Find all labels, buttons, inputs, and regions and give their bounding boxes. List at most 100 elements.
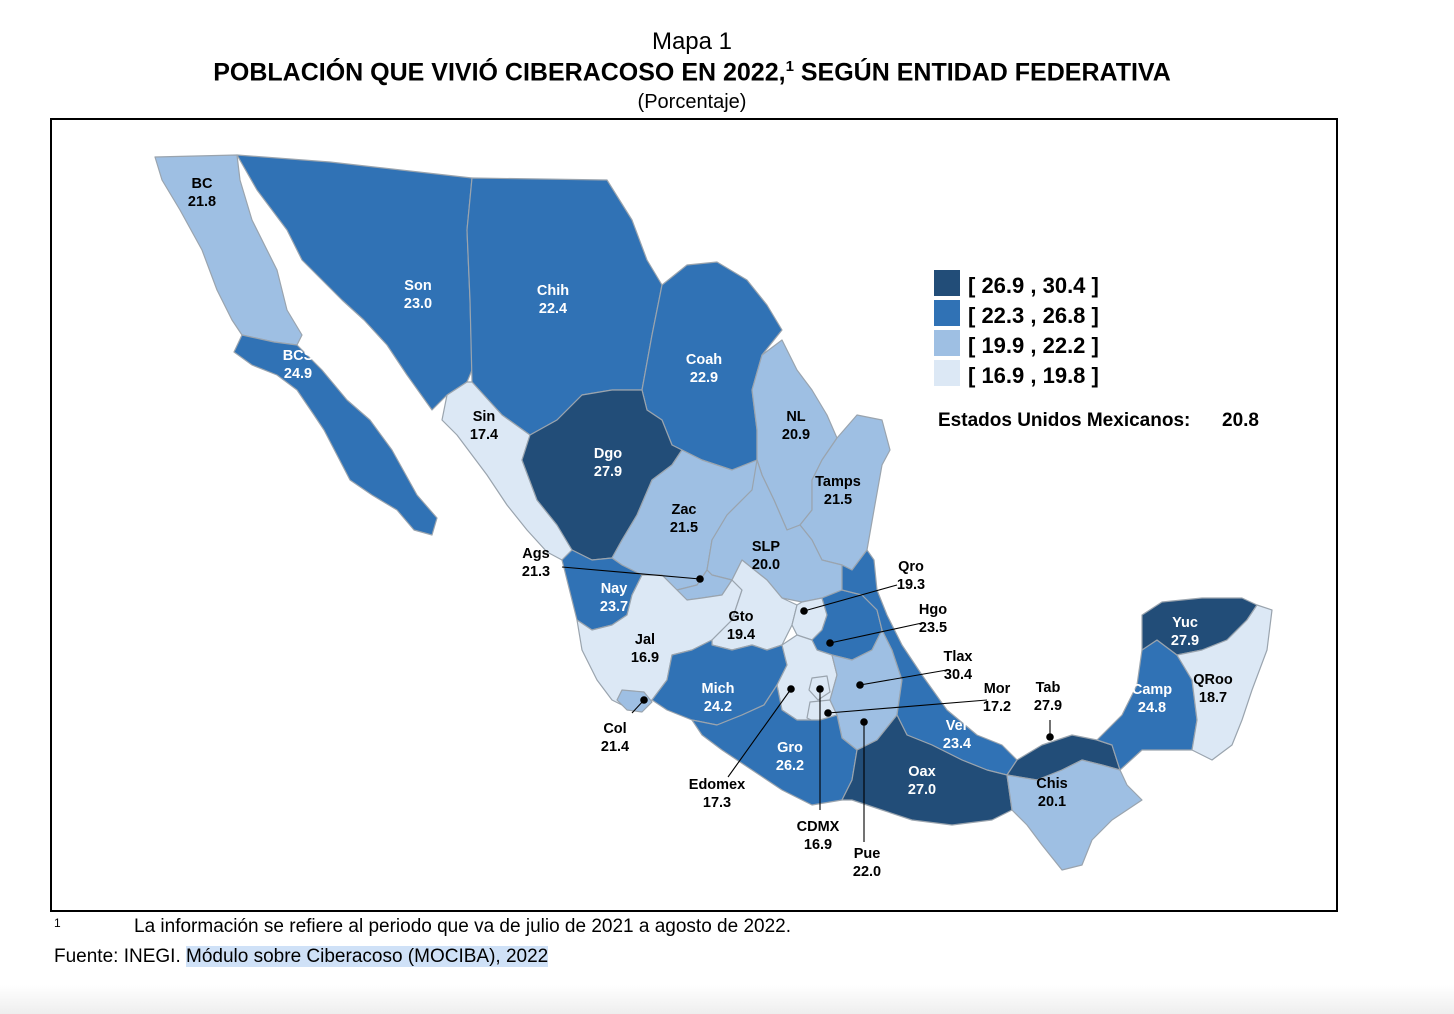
dot-ags <box>696 575 704 583</box>
label-gto-abbr: Gto <box>729 609 754 625</box>
legend-swatch-1 <box>934 270 960 296</box>
state-slp <box>706 459 843 603</box>
label-son-abbr: Son <box>404 278 431 294</box>
label-edomex-value: 17.3 <box>703 795 731 811</box>
label-yuc-abbr: Yuc <box>1172 615 1198 631</box>
map-title-main: POBLACIÓN QUE VIVIÓ CIBERACOSO EN 2022, <box>213 58 786 87</box>
legend-swatch-2 <box>934 300 960 326</box>
label-qroo-value: 18.7 <box>1199 690 1227 706</box>
label-hgo-abbr: Hgo <box>919 602 947 618</box>
states-layer <box>154 154 1273 871</box>
leader-qro <box>803 584 898 612</box>
leader-tlax <box>859 669 948 686</box>
label-cdmx-value: 16.9 <box>804 837 832 853</box>
leader-ags <box>561 566 701 580</box>
label-pue-value: 22.0 <box>853 864 881 880</box>
bottom-shade <box>0 985 1454 1014</box>
map-title: POBLACIÓN QUE VIVIÓ CIBERACOSO EN 2022,1… <box>0 58 1384 87</box>
label-slp-value: 20.0 <box>752 557 780 573</box>
labels-layer: BC 21.8 BCS 24.9 Son 23.0 Chih 22.4 Coah… <box>188 176 1233 880</box>
label-zac-value: 21.5 <box>670 520 698 536</box>
label-bc-abbr: BC <box>192 176 213 192</box>
label-tamps-value: 21.5 <box>824 492 852 508</box>
national-label: Estados Unidos Mexicanos: <box>938 410 1190 431</box>
label-gro-value: 26.2 <box>776 758 804 774</box>
legend-range-3: [ 19.9 , 22.2 ] <box>968 333 1099 358</box>
label-bcs-abbr: BCS <box>283 348 314 364</box>
label-jal-abbr: Jal <box>635 632 655 648</box>
label-mich-abbr: Mich <box>701 681 734 697</box>
state-qroo <box>1176 604 1273 761</box>
label-jal-value: 16.9 <box>631 650 659 666</box>
dot-tlax <box>856 681 864 689</box>
label-yuc-value: 27.9 <box>1171 633 1199 649</box>
leader-mor <box>827 699 988 714</box>
label-ver-abbr: Ver <box>946 718 969 734</box>
leader-edomex <box>727 688 792 778</box>
dot-qro <box>800 607 808 615</box>
map-title-tail: SEGÚN ENTIDAD FEDERATIVA <box>800 58 1171 87</box>
label-gro-abbr: Gro <box>777 740 803 756</box>
label-nay-value: 23.7 <box>600 599 628 615</box>
state-chis <box>1006 759 1143 871</box>
label-tab-abbr: Tab <box>1036 680 1061 696</box>
label-dgo-abbr: Dgo <box>594 446 622 462</box>
map-unit: (Porcentaje) <box>637 91 747 113</box>
state-gro <box>691 684 858 806</box>
label-bcs-value: 24.9 <box>284 366 312 382</box>
label-dgo-value: 27.9 <box>594 464 622 480</box>
mexico-choropleth-map: BC 21.8 BCS 24.9 Son 23.0 Chih 22.4 Coah… <box>154 154 1273 880</box>
label-mor-abbr: Mor <box>984 681 1011 697</box>
map-frame: BC 21.8 BCS 24.9 Son 23.0 Chih 22.4 Coah… <box>50 118 1338 912</box>
legend-range-1: [ 26.9 , 30.4 ] <box>968 273 1099 298</box>
label-nl-value: 20.9 <box>782 427 810 443</box>
label-qroo-abbr: QRoo <box>1193 672 1233 688</box>
label-ags-value: 21.3 <box>522 564 550 580</box>
label-pue-abbr: Pue <box>854 846 881 862</box>
leaders-layer <box>561 566 1054 842</box>
label-qro-abbr: Qro <box>898 559 924 575</box>
legend-swatch-3 <box>934 330 960 356</box>
label-mor-value: 17.2 <box>983 699 1011 715</box>
label-tlax-value: 30.4 <box>944 667 972 683</box>
label-son-value: 23.0 <box>404 296 432 312</box>
legend-swatch-4 <box>934 360 960 386</box>
source-prefix: Fuente: INEGI. <box>54 946 181 967</box>
label-oax-value: 27.0 <box>908 782 936 798</box>
dot-hgo <box>826 639 834 647</box>
legend: [ 26.9 , 30.4 ] [ 22.3 , 26.8 ] [ 19.9 ,… <box>934 270 1259 431</box>
label-camp-abbr: Camp <box>1132 682 1172 698</box>
legend-range-2: [ 22.3 , 26.8 ] <box>968 303 1099 328</box>
label-edomex-abbr: Edomex <box>689 777 745 793</box>
label-chih-value: 22.4 <box>539 301 567 317</box>
title-footnote-mark: 1 <box>785 58 794 75</box>
label-nl-abbr: NL <box>786 409 805 425</box>
label-zac-abbr: Zac <box>672 502 697 518</box>
dot-tab <box>1046 733 1054 741</box>
label-slp-abbr: SLP <box>752 539 781 555</box>
label-sin-value: 17.4 <box>470 427 498 443</box>
label-hgo-value: 23.5 <box>919 620 947 636</box>
label-ver-value: 23.4 <box>943 736 971 752</box>
label-col-abbr: Col <box>603 721 626 737</box>
label-bc-value: 21.8 <box>188 194 216 210</box>
label-mich-value: 24.2 <box>704 699 732 715</box>
label-chis-abbr: Chis <box>1036 776 1067 792</box>
footnote-text: La información se refiere al periodo que… <box>134 916 792 937</box>
label-tlax-abbr: Tlax <box>943 649 972 665</box>
label-chih-abbr: Chih <box>537 283 569 299</box>
label-coah-value: 22.9 <box>690 370 718 386</box>
dot-edomex <box>787 685 795 693</box>
state-col <box>616 689 653 713</box>
dot-mor <box>824 709 832 717</box>
dot-pue <box>860 718 868 726</box>
source-line: Fuente: INEGI. Módulo sobre Ciberacoso (… <box>54 946 549 968</box>
label-gto-value: 19.4 <box>727 627 755 643</box>
map-number: Mapa 1 <box>651 28 733 55</box>
label-sin-abbr: Sin <box>473 409 496 425</box>
label-qro-value: 19.3 <box>897 577 925 593</box>
label-coah-abbr: Coah <box>686 352 722 368</box>
label-tab-value: 27.9 <box>1034 698 1062 714</box>
dot-col <box>640 696 648 704</box>
source-highlighted: Módulo sobre Ciberacoso (MOCIBA), 2022 <box>186 946 549 967</box>
